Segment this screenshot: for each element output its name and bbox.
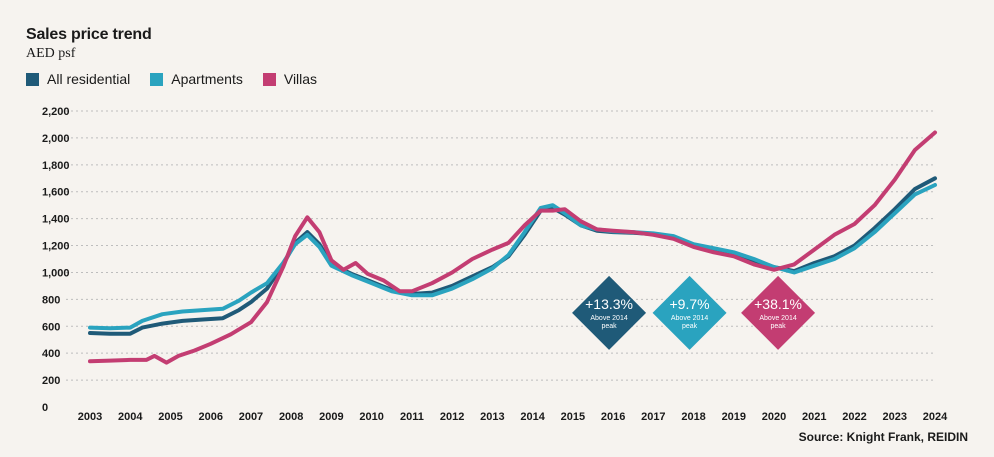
y-tick-label: 1,600	[42, 187, 70, 199]
x-tick-label: 2011	[400, 411, 424, 423]
legend-label-all-residential: All residential	[47, 71, 131, 87]
x-tick-label: 2023	[883, 411, 907, 423]
legend-label-apartments: Apartments	[171, 71, 243, 87]
y-tick-label: 0	[42, 402, 48, 414]
y-tick-label: 1,800	[42, 160, 70, 172]
y-tick-label: 2,000	[42, 133, 70, 145]
x-tick-label: 2020	[762, 411, 786, 423]
annotation-note: peak	[770, 323, 786, 330]
legend-item-villas: Villas	[262, 71, 318, 87]
y-tick-label: 1,000	[42, 267, 70, 279]
legend-swatch-all-residential	[26, 72, 39, 86]
annotation-note: peak	[682, 323, 698, 330]
x-tick-label: 2022	[842, 411, 866, 423]
x-tick-label: 2017	[641, 411, 665, 423]
x-tick-label: 2015	[561, 411, 585, 423]
x-tick-label: 2010	[359, 411, 383, 423]
x-tick-label: 2016	[601, 411, 625, 423]
y-tick-label: 600	[42, 321, 60, 333]
annotation-note: Above 2014	[671, 315, 708, 322]
legend-label-villas: Villas	[283, 71, 318, 87]
annotation-value: +9.7%	[670, 296, 710, 312]
chart-subtitle: AED psf	[26, 46, 76, 61]
y-tick-label: 200	[42, 375, 60, 387]
legend-item-apartments: Apartments	[150, 71, 243, 87]
x-tick-label: 2006	[198, 411, 222, 423]
y-tick-label: 2,200	[42, 106, 70, 118]
annotation-badge-villas	[741, 275, 816, 350]
annotation-note: Above 2014	[590, 315, 627, 322]
legend-item-all-residential: All residential	[26, 71, 130, 87]
x-tick-label: 2021	[802, 411, 826, 423]
x-tick-label: 2019	[722, 411, 746, 423]
chart-title: Sales price trend	[26, 26, 152, 43]
annotation-badge-apartments	[652, 275, 727, 350]
x-tick-label: 2014	[520, 411, 545, 423]
x-tick-label: 2013	[480, 411, 504, 423]
annotation-value: +38.1%	[754, 296, 802, 312]
x-tick-label: 2005	[158, 411, 182, 423]
x-tick-label: 2012	[440, 411, 464, 423]
legend-swatch-villas	[262, 72, 276, 86]
x-tick-label: 2004	[118, 411, 143, 423]
annotation-note: peak	[601, 323, 617, 330]
x-tick-label: 2003	[78, 411, 102, 423]
x-tick-label: 2007	[239, 411, 263, 423]
legend: All residential Apartments Villas	[26, 71, 317, 87]
x-tick-label: 2024	[923, 411, 948, 423]
x-tick-label: 2008	[279, 411, 303, 423]
source-note: Source: Knight Frank, REIDIN	[798, 430, 968, 444]
annotation-value: +13.3%	[585, 296, 633, 312]
y-tick-label: 800	[42, 294, 60, 306]
y-tick-label: 1,200	[42, 241, 70, 253]
series-line-villas	[88, 130, 937, 365]
x-tick-label: 2009	[319, 411, 343, 423]
y-tick-label: 1,400	[42, 214, 70, 226]
annotation-note: Above 2014	[759, 315, 796, 322]
legend-swatch-apartments	[150, 72, 164, 86]
annotation-badge-all_residential	[572, 275, 647, 350]
x-tick-label: 2018	[681, 411, 705, 423]
y-tick-label: 400	[42, 348, 60, 360]
